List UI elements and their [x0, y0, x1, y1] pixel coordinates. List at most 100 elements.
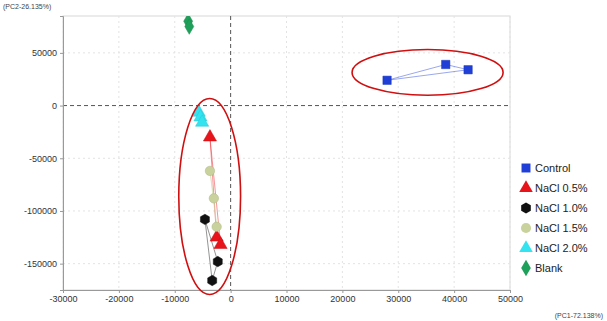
grid-line-x — [454, 16, 455, 290]
y-axis-title: (PC2-26.135%) — [3, 3, 51, 11]
y-tick-mark — [60, 106, 63, 107]
x-tick-label: 20000 — [330, 294, 355, 304]
y-tick-mark — [60, 53, 63, 54]
point — [208, 275, 217, 285]
x-tick: 50000 — [498, 290, 523, 304]
x-tick-label: 30000 — [386, 294, 411, 304]
grid-line-y — [63, 105, 510, 106]
grid-line-y — [63, 52, 510, 53]
point — [200, 214, 209, 224]
legend-label: NaCl 0.5% — [535, 182, 588, 194]
grid-line-x — [286, 16, 287, 290]
grid-line-x — [342, 16, 343, 290]
y-tick-mark — [60, 211, 63, 212]
point — [185, 19, 194, 35]
x-tick-label: 40000 — [442, 294, 467, 304]
y-tick: -50000 — [29, 154, 63, 164]
x-tick: -20000 — [105, 290, 133, 304]
series-line — [387, 64, 468, 80]
highlight-ellipse — [179, 98, 241, 294]
legend: Control NaCl 0.5% NaCl 1.0% NaCl 1.5% NaCl 2… — [519, 162, 588, 276]
x-tick-mark — [287, 290, 288, 293]
y-tick: 0 — [52, 101, 63, 111]
x-tick: -30000 — [49, 290, 77, 304]
y-tick-label: -150000 — [24, 259, 57, 269]
legend-label: NaCl 1.5% — [535, 222, 588, 234]
legend-label: NaCl 1.0% — [535, 202, 588, 214]
x-tick: 20000 — [330, 290, 355, 304]
grid — [63, 16, 510, 290]
y-tick-label: 50000 — [32, 48, 57, 58]
legend-symbol — [519, 180, 533, 192]
point — [442, 60, 450, 68]
grid-line-y — [63, 210, 510, 211]
y-tick-mark — [60, 158, 63, 159]
x-tick-mark — [231, 290, 232, 293]
point — [213, 256, 222, 266]
legend-item: NaCl 0.5% — [519, 180, 588, 194]
point — [383, 76, 391, 84]
legend-label: NaCl 2.0% — [535, 242, 588, 254]
x-tick-label: -30000 — [49, 294, 77, 304]
y-tick-label: -100000 — [24, 206, 57, 216]
x-tick-label: 0 — [229, 294, 234, 304]
x-axis-title: (PC1-72.138%) — [555, 312, 603, 320]
legend-item: Blank — [521, 260, 563, 277]
grid-line-y — [63, 263, 510, 264]
x-tick-label: -10000 — [161, 294, 189, 304]
y-tick-label: 0 — [52, 101, 57, 111]
y-tick: 50000 — [32, 48, 63, 58]
x-tick: 30000 — [386, 290, 411, 304]
y-tick: -150000 — [24, 259, 63, 269]
y-tick-mark — [60, 264, 63, 265]
grid-line-x — [510, 16, 511, 290]
point — [205, 166, 214, 175]
point — [209, 194, 218, 203]
series-line — [210, 137, 221, 244]
y-axis-line — [60, 17, 64, 291]
x-tick-mark — [398, 290, 399, 293]
x-tick: -10000 — [161, 290, 189, 304]
grid-line-x — [398, 16, 399, 290]
x-tick-mark — [454, 290, 455, 293]
point — [214, 237, 227, 248]
y-tick: -100000 — [24, 206, 63, 216]
x-tick-mark — [119, 290, 120, 293]
legend-symbol — [519, 240, 533, 252]
highlight-ellipse — [352, 49, 503, 95]
legend-symbol — [522, 164, 531, 173]
x-tick: 0 — [229, 290, 234, 304]
grid-line-y — [63, 158, 510, 159]
point — [196, 115, 209, 126]
x-axis: -30000 -20000 -10000 0 10000 20000 30000 40000 5… — [49, 290, 523, 304]
plot-frame — [63, 16, 510, 290]
legend-item: Control — [522, 162, 571, 174]
x-tick: 10000 — [274, 290, 299, 304]
x-tick-mark — [510, 290, 511, 293]
chart: -30000-20000-100000100002000030000400005… — [0, 0, 607, 321]
plot: -30000-20000-100000100002000030000400005… — [24, 13, 523, 304]
legend-symbol — [521, 223, 531, 233]
grid-line-x — [118, 16, 119, 290]
y-tick-label: -50000 — [29, 154, 57, 164]
point — [464, 66, 472, 74]
legend-item: NaCl 2.0% — [519, 240, 588, 254]
legend-item: NaCl 1.5% — [521, 222, 588, 234]
x-tick-mark — [175, 290, 176, 293]
x-tick-mark — [342, 290, 343, 293]
legend-item: NaCl 1.0% — [521, 202, 588, 214]
grid-line-x — [174, 16, 175, 290]
y-axis: -150000 -100000 -50000 0 50000 — [24, 17, 64, 291]
x-tick: 40000 — [442, 290, 467, 304]
legend-symbol — [521, 260, 531, 277]
x-axis-line — [64, 291, 511, 294]
data-area — [184, 16, 473, 286]
x-tick-label: 10000 — [274, 294, 299, 304]
legend-label: Control — [535, 162, 570, 174]
point — [212, 222, 221, 231]
x-tick-label: -20000 — [105, 294, 133, 304]
x-tick-label: 50000 — [498, 294, 523, 304]
point — [203, 130, 216, 141]
legend-label: Blank — [535, 262, 563, 274]
grid-line-x — [230, 16, 231, 290]
